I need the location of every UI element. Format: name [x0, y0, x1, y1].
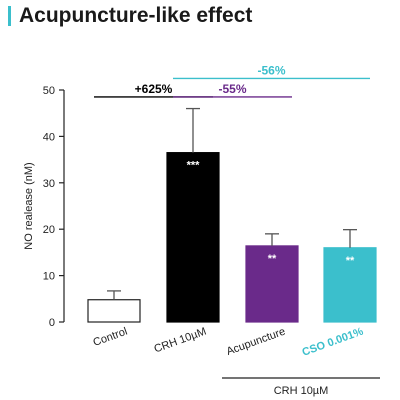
y-tick-label: 30: [43, 178, 55, 190]
comparison-label: +625%: [135, 82, 173, 96]
category-label: Control: [92, 326, 129, 349]
group-label: CRH 10µM: [274, 385, 329, 397]
y-tick-label: 0: [49, 317, 55, 329]
title-accent-bar: [8, 6, 11, 26]
bar: [87, 299, 141, 323]
y-tick-label: 40: [43, 131, 55, 143]
page-title: Acupuncture-like effect: [19, 4, 253, 27]
significance-label: **: [268, 253, 277, 265]
y-tick-label: 10: [43, 271, 55, 283]
category-label: CSO 0.001%: [301, 325, 366, 358]
significance-label: ***: [187, 160, 201, 172]
y-tick-label: 20: [43, 224, 55, 236]
bar: [245, 245, 299, 323]
title-block: Acupuncture-like effect: [8, 4, 252, 28]
y-axis-label: NO realease (nM): [23, 162, 35, 249]
bar: [323, 247, 377, 323]
comparison-label: -56%: [257, 63, 285, 77]
bar: [166, 152, 220, 323]
category-label: Acupuncture: [225, 326, 287, 358]
category-label: CRH 10µM: [153, 326, 208, 356]
comparison-label: -55%: [218, 82, 246, 96]
y-tick-label: 50: [43, 85, 55, 97]
significance-label: **: [346, 255, 355, 267]
